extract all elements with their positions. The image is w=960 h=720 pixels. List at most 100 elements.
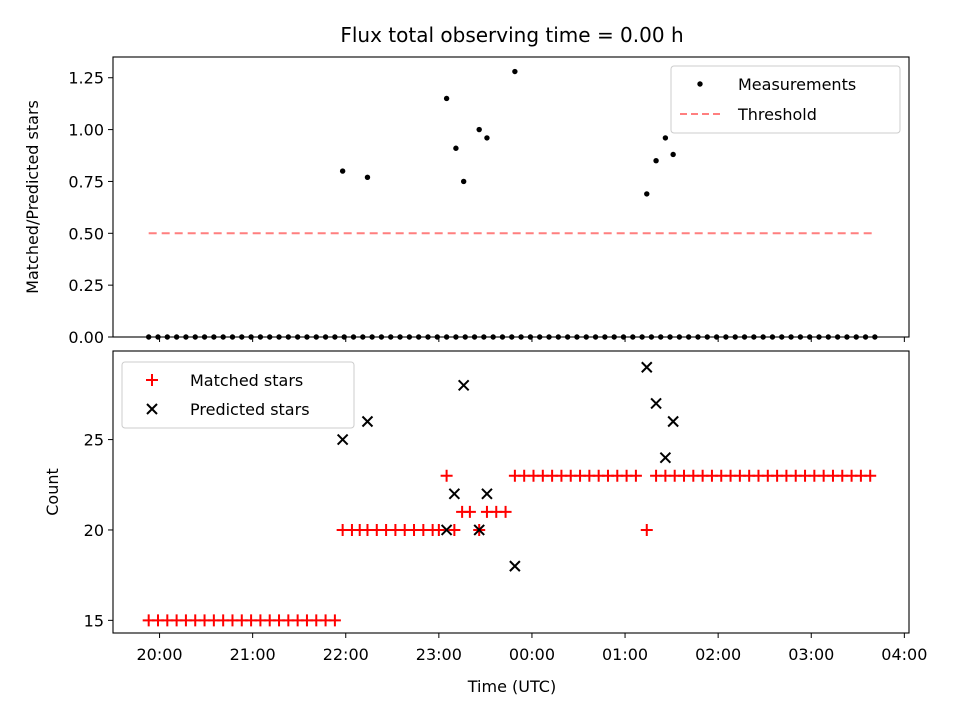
measurement-point — [313, 334, 319, 340]
bottom-y-tick-label: 15 — [84, 611, 104, 630]
bottom-legend: Matched stars Predicted stars — [121, 361, 355, 429]
measurement-point — [583, 334, 589, 340]
measurement-point — [360, 334, 366, 340]
matched-star-point — [432, 523, 445, 536]
matched-star-point — [640, 523, 653, 536]
predicted-star-point — [650, 397, 662, 410]
measurement-point — [164, 334, 171, 340]
measurement-point — [322, 334, 329, 340]
measurement-point — [546, 334, 552, 340]
measurement-point — [350, 334, 357, 340]
measurement-point — [239, 334, 245, 340]
bottom-x-tick-label: 02:00 — [695, 645, 741, 664]
predicted-star-point — [448, 488, 461, 500]
measurement-point — [192, 334, 198, 340]
bottom-x-tick-label: 20:00 — [136, 645, 182, 664]
measurement-point — [695, 334, 701, 340]
measurement-point — [332, 334, 338, 340]
top-y-axis-label: Matched/Predicted stars — [23, 100, 42, 294]
measurement-point — [611, 334, 617, 340]
measurement-point — [630, 334, 636, 340]
measurement-point — [644, 191, 650, 197]
predicted-star-point — [440, 524, 453, 536]
measurement-point — [797, 334, 804, 340]
measurement-point — [769, 334, 776, 340]
measurement-point — [670, 151, 676, 158]
predicted-star-point — [481, 488, 493, 500]
measurement-point — [443, 95, 450, 102]
measurement-point — [685, 334, 692, 340]
measurement-point — [662, 135, 669, 141]
measurement-point — [862, 334, 869, 340]
measurement-point — [248, 334, 254, 340]
measurement-point — [434, 334, 440, 340]
measurement-point — [602, 334, 608, 340]
matched-star-point — [629, 469, 642, 482]
measurement-point — [490, 334, 496, 340]
measurement-point — [415, 334, 422, 340]
measurement-point — [285, 334, 292, 340]
legend-predicted-label: Predicted stars — [190, 400, 310, 419]
bottom-y-tick-label: 25 — [84, 431, 104, 450]
measurement-point — [378, 334, 385, 340]
measurement-point — [145, 334, 152, 340]
predicted-star-point — [641, 361, 653, 373]
measurement-point — [173, 334, 180, 340]
measurement-point — [723, 334, 729, 340]
measurement-point — [620, 334, 627, 340]
measurement-point — [704, 334, 710, 340]
legend-threshold-label: Threshold — [737, 105, 817, 124]
measurement-point — [512, 68, 518, 75]
measurement-point — [341, 334, 347, 340]
bottom-x-tick-label: 04:00 — [881, 645, 927, 664]
matched-star-point — [499, 505, 512, 518]
measurement-point — [555, 334, 562, 340]
measurement-point — [592, 334, 599, 340]
measurement-point — [229, 334, 236, 340]
top-y-axis: 0.00 0.25 0.50 0.75 1.00 1.25 — [68, 69, 113, 347]
measurement-point — [653, 158, 659, 164]
legend-measurements-label: Measurements — [738, 75, 856, 94]
measurement-point — [453, 334, 459, 340]
top-legend: Measurements Threshold — [670, 65, 901, 134]
bottom-x-axis: 20:00 21:00 22:00 23:00 00:00 01:00 02:00 03:00… — [136, 633, 927, 664]
bottom-x-tick-label: 21:00 — [230, 645, 276, 664]
bottom-series — [142, 361, 877, 627]
measurement-point — [397, 334, 403, 340]
legend-matched-marker — [146, 374, 158, 386]
top-y-tick-label: 0.50 — [68, 224, 104, 243]
measurement-point — [509, 334, 515, 340]
matched-star-point — [440, 469, 453, 482]
measurement-point — [537, 334, 543, 340]
measurement-point — [294, 334, 301, 340]
top-y-tick-label: 1.25 — [68, 69, 104, 88]
bottom-legend-box — [121, 361, 355, 429]
measurement-point — [211, 334, 217, 340]
measurement-point — [460, 178, 467, 185]
measurement-point — [760, 334, 766, 340]
predicted-star-point — [457, 379, 470, 392]
top-y-tick-label: 1.00 — [68, 121, 104, 140]
measurement-point — [476, 126, 482, 133]
measurement-point — [364, 174, 371, 180]
measurement-point — [825, 334, 832, 340]
legend-matched-label: Matched stars — [190, 371, 303, 390]
measurement-point — [267, 334, 273, 340]
measurement-point — [844, 334, 850, 340]
measurement-point — [471, 334, 478, 340]
predicted-star-point — [667, 415, 679, 428]
bottom-x-tick-label: 03:00 — [788, 645, 834, 664]
measurement-point — [806, 334, 813, 340]
predicted-star-point — [473, 524, 485, 536]
measurement-point — [564, 334, 571, 340]
measurement-point — [713, 334, 720, 340]
legend-measurements-marker — [697, 81, 703, 87]
measurement-point — [369, 334, 375, 340]
measurement-point — [201, 334, 208, 340]
measurement-point — [499, 334, 506, 340]
legend-predicted-marker — [146, 403, 158, 415]
bottom-x-axis-label: Time (UTC) — [467, 677, 556, 696]
top-series — [145, 68, 878, 340]
top-legend-box — [670, 65, 901, 134]
